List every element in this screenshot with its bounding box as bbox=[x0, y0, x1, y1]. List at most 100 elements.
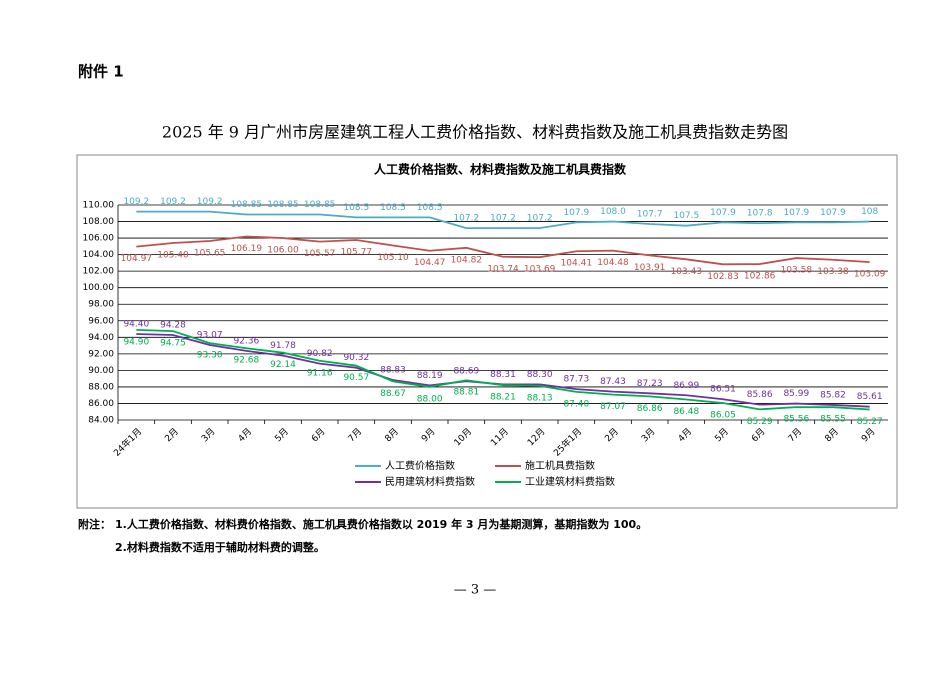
data-label: 85.99 bbox=[783, 389, 809, 399]
data-label: 86.05 bbox=[710, 411, 736, 421]
data-label: 103.09 bbox=[854, 270, 886, 280]
data-label: 105.10 bbox=[377, 253, 409, 263]
data-label: 85.86 bbox=[747, 390, 773, 400]
y-tick-label: 86.00 bbox=[88, 399, 114, 409]
data-label: 88.19 bbox=[417, 371, 443, 381]
data-label: 88.81 bbox=[453, 388, 479, 398]
y-tick-label: 88.00 bbox=[88, 382, 114, 392]
page-number: — 3 — bbox=[454, 583, 497, 598]
data-label: 108.85 bbox=[231, 200, 263, 210]
data-label: 85.27 bbox=[857, 417, 883, 427]
data-label: 108.5 bbox=[380, 203, 406, 213]
data-label: 102.86 bbox=[744, 272, 776, 282]
data-label: 87.07 bbox=[600, 402, 626, 412]
data-label: 88.00 bbox=[417, 394, 443, 404]
data-label: 109.2 bbox=[123, 197, 149, 207]
data-label: 104.97 bbox=[121, 254, 153, 264]
x-tick-label: 9月 bbox=[859, 426, 877, 444]
data-label: 93.07 bbox=[197, 330, 223, 340]
data-label: 108.85 bbox=[267, 200, 299, 210]
y-tick-label: 96.00 bbox=[88, 316, 114, 326]
series-line bbox=[136, 235, 870, 266]
x-tick-label: 24年1月 bbox=[111, 425, 144, 458]
data-label: 106.19 bbox=[231, 244, 263, 254]
data-label: 88.21 bbox=[490, 393, 516, 403]
data-label: 104.82 bbox=[451, 255, 483, 265]
data-label: 88.69 bbox=[453, 367, 479, 377]
chart-frame bbox=[76, 154, 898, 509]
x-tick-label: 8月 bbox=[383, 426, 401, 444]
y-tick-label: 92.00 bbox=[88, 349, 114, 359]
data-label: 107.9 bbox=[710, 208, 736, 218]
y-tick-label: 106.00 bbox=[83, 234, 115, 244]
data-label: 107.2 bbox=[453, 214, 479, 224]
data-label: 87.43 bbox=[600, 377, 626, 387]
y-tick-label: 90.00 bbox=[88, 366, 114, 376]
data-label: 94.90 bbox=[123, 337, 149, 347]
data-label: 90.32 bbox=[343, 353, 369, 363]
series-line bbox=[136, 328, 870, 411]
x-tick-label: 12月 bbox=[525, 426, 547, 448]
data-label: 105.65 bbox=[194, 248, 226, 258]
data-label: 107.2 bbox=[490, 214, 516, 224]
data-label: 90.57 bbox=[343, 373, 369, 383]
data-label: 86.86 bbox=[637, 404, 663, 414]
data-label: 85.29 bbox=[747, 417, 773, 427]
y-tick-label: 102.00 bbox=[83, 267, 115, 277]
x-tick-label: 3月 bbox=[639, 426, 657, 444]
data-label: 91.78 bbox=[270, 341, 296, 351]
note: 2.材料费指数不适用于辅助材料费的调整。 bbox=[115, 540, 325, 554]
data-label: 105.77 bbox=[341, 247, 373, 257]
data-label: 88.31 bbox=[490, 370, 516, 380]
data-label: 85.61 bbox=[857, 392, 883, 402]
data-label: 87.23 bbox=[637, 379, 663, 389]
y-tick-label: 94.00 bbox=[88, 333, 114, 343]
x-tick-label: 9月 bbox=[419, 426, 437, 444]
data-label: 106.00 bbox=[267, 246, 299, 256]
data-label: 109.2 bbox=[160, 197, 186, 207]
data-label: 107.9 bbox=[783, 208, 809, 218]
y-tick-label: 84.00 bbox=[88, 416, 114, 426]
data-label: 103.38 bbox=[817, 267, 849, 277]
data-label: 108.0 bbox=[600, 207, 626, 217]
y-tick-label: 100.00 bbox=[83, 283, 115, 293]
data-label: 105.57 bbox=[304, 249, 336, 259]
data-label: 103.58 bbox=[781, 266, 813, 276]
data-label: 109.2 bbox=[197, 197, 223, 207]
data-label: 94.28 bbox=[160, 320, 186, 330]
y-tick-label: 98.00 bbox=[88, 300, 114, 310]
data-label: 93.30 bbox=[197, 351, 223, 361]
data-label: 107.2 bbox=[527, 214, 553, 224]
data-label: 107.9 bbox=[563, 208, 589, 218]
data-label: 94.40 bbox=[123, 320, 149, 330]
data-label: 107.8 bbox=[747, 209, 773, 219]
data-label: 104.48 bbox=[597, 258, 629, 268]
legend-label: 施工机具费指数 bbox=[525, 459, 595, 472]
data-label: 90.82 bbox=[307, 349, 333, 359]
data-label: 104.47 bbox=[414, 258, 446, 268]
x-tick-label: 4月 bbox=[676, 426, 694, 444]
series-line bbox=[136, 210, 870, 230]
x-tick-label: 8月 bbox=[823, 426, 841, 444]
data-label: 103.74 bbox=[487, 264, 519, 274]
data-label: 91.16 bbox=[307, 368, 333, 378]
data-label: 88.13 bbox=[527, 393, 553, 403]
x-tick-label: 6月 bbox=[309, 426, 327, 444]
data-label: 92.36 bbox=[233, 336, 259, 346]
x-tick-label: 5月 bbox=[273, 426, 291, 444]
data-label: 86.51 bbox=[710, 385, 736, 395]
x-tick-label: 7月 bbox=[346, 426, 364, 444]
data-label: 92.68 bbox=[233, 356, 259, 366]
data-label: 88.83 bbox=[380, 366, 406, 376]
legend-label: 人工费价格指数 bbox=[385, 459, 455, 472]
x-tick-label: 11月 bbox=[489, 426, 511, 448]
x-tick-label: 5月 bbox=[713, 426, 731, 444]
header: 附件 1 bbox=[78, 63, 124, 81]
data-label: 104.41 bbox=[561, 259, 593, 269]
x-tick-label: 2月 bbox=[603, 426, 621, 444]
x-tick-label: 3月 bbox=[199, 426, 217, 444]
legend-label: 民用建筑材料费指数 bbox=[385, 475, 475, 488]
data-label: 103.69 bbox=[524, 265, 556, 275]
